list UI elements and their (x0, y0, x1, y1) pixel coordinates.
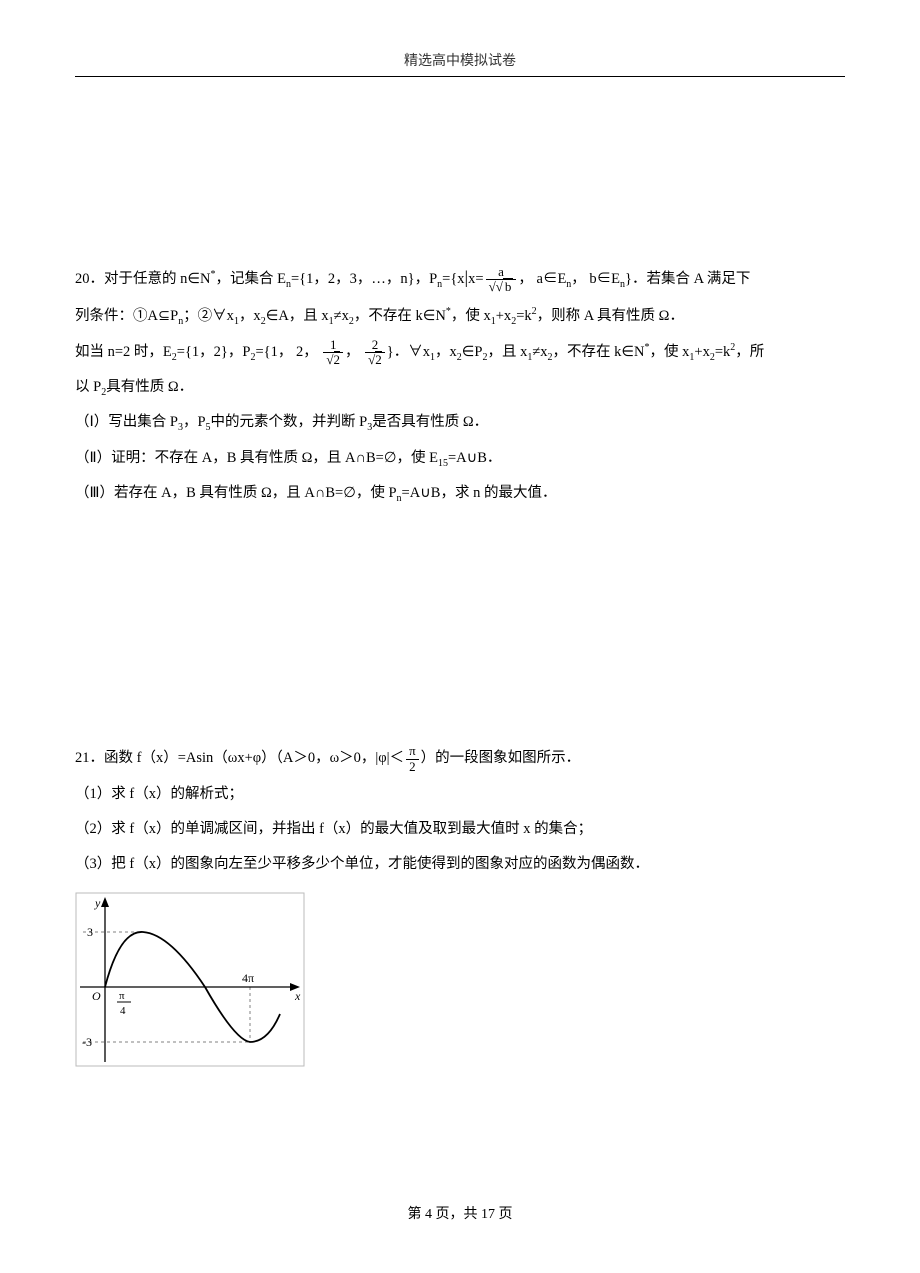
x-label: x (294, 989, 301, 1003)
q21-part1: （1）求 f（x）的解析式； (75, 778, 845, 811)
x-tick1-num: π (119, 990, 125, 1002)
graph-border (76, 893, 304, 1066)
x-tick1-den: 4 (120, 1005, 126, 1017)
q20-line2: 列条件：①A⊆Pn；②∀x1，x2∈A，且 x1≠x2，不存在 k∈N*，使 x… (75, 300, 845, 333)
header-title: 精选高中模拟试卷 (404, 54, 516, 69)
page-total: 17 (481, 1207, 495, 1222)
page: 精选高中模拟试卷 20．对于任意的 n∈N*，记集合 En={1，2，3，…，n… (0, 0, 920, 1273)
x-tick2: 4π (242, 971, 254, 985)
fraction-1-sqrt2: 1√2 (323, 338, 343, 368)
q20-line3: 如当 n=2 时，E2={1，2}，P2={1， 2， 1√2， 2√2}．∀x… (75, 336, 845, 369)
question-21: 21．函数 f（x）=Asin（ωx+φ）（A＞0，ω＞0，|φ|＜π2）的一段… (75, 742, 845, 1066)
fraction-pi-2: π2 (406, 744, 419, 774)
y-arrow-icon (101, 897, 109, 907)
page-footer: 第 4 页，共 17 页 (0, 1203, 920, 1223)
fraction-2-sqrt2: 2√2 (365, 338, 385, 368)
content-area: 20．对于任意的 n∈N*，记集合 En={1，2，3，…，n}，Pn={x|x… (75, 257, 845, 1067)
q21-part2: （2）求 f（x）的单调减区间，并指出 f（x）的最大值及取到最大值时 x 的集… (75, 813, 845, 846)
fraction-a-sqrtb: a√b (486, 265, 517, 295)
q20-part3: （Ⅲ）若存在 A，B 具有性质 Ω，且 A∩B=∅，使 Pn=A∪B，求 n 的… (75, 477, 845, 510)
sine-graph-svg: y x O 3 -3 π 4 4π (75, 892, 305, 1067)
q20-line1: 20．对于任意的 n∈N*，记集合 En={1，2，3，…，n}，Pn={x|x… (75, 257, 845, 298)
q20-line4: 以 P2具有性质 Ω． (75, 371, 845, 404)
y-min-label: -3 (82, 1035, 92, 1049)
q21-number: 21． (75, 750, 104, 766)
question-20: 20．对于任意的 n∈N*，记集合 En={1，2，3，…，n}，Pn={x|x… (75, 257, 845, 510)
spacer (75, 512, 845, 742)
q20-part1: （Ⅰ）写出集合 P3，P5中的元素个数，并判断 P3是否具有性质 Ω． (75, 406, 845, 439)
y-label: y (94, 896, 101, 910)
origin-label: O (92, 989, 101, 1003)
q20-number: 20． (75, 271, 104, 287)
q20-part2: （Ⅱ）证明：不存在 A，B 具有性质 Ω，且 A∩B=∅，使 E15=A∪B． (75, 442, 845, 475)
q21-part3: （3）把 f（x）的图象向左至少平移多少个单位，才能使得到的图象对应的函数为偶函… (75, 848, 845, 881)
q21-line1: 21．函数 f（x）=Asin（ωx+φ）（A＞0，ω＞0，|φ|＜π2）的一段… (75, 742, 845, 775)
page-header: 精选高中模拟试卷 (75, 50, 845, 77)
page-number: 4 (425, 1207, 432, 1222)
y-max-label: 3 (87, 925, 93, 939)
sine-graph: y x O 3 -3 π 4 4π (75, 892, 305, 1067)
